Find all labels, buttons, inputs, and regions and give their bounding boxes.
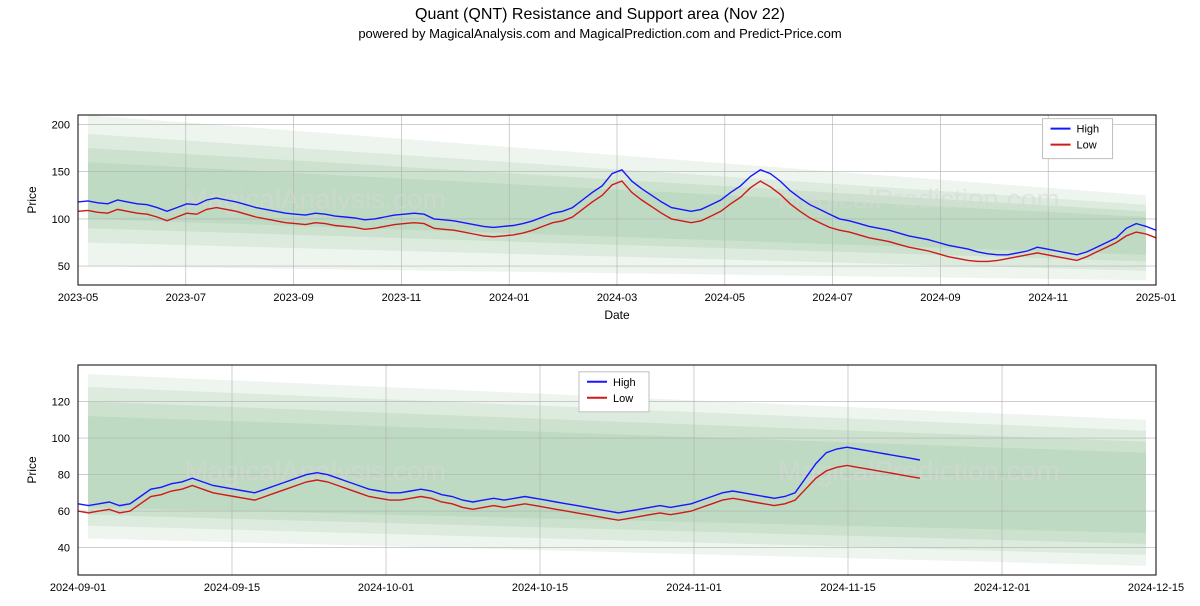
chart-subtitle: powered by MagicalAnalysis.com and Magic… [0, 26, 1200, 41]
legend: High Low [579, 372, 649, 412]
x-tick-label: 2024-10-01 [358, 582, 414, 594]
y-axis-label: Price [25, 186, 39, 214]
x-tick-label: 2024-12-01 [974, 582, 1030, 594]
x-tick-label: 2024-11 [1028, 292, 1068, 304]
x-tick-label: 2023-09 [273, 292, 313, 304]
x-tick-label: 2024-12-15 [1128, 582, 1184, 594]
x-axis-label: Date [604, 308, 630, 322]
x-tick-label: 2024-03 [597, 292, 637, 304]
legend-label: Low [613, 393, 633, 405]
legend: High Low [1043, 119, 1113, 159]
watermark-left: MagicalAnalysis.com [184, 456, 445, 487]
x-tick-label: 2024-07 [812, 292, 852, 304]
x-tick-label: 2023-05 [58, 292, 98, 304]
y-tick-label: 80 [58, 470, 70, 482]
legend-label: High [1077, 124, 1100, 136]
legend-label: High [613, 377, 636, 389]
x-tick-label: 2024-09-01 [50, 582, 106, 594]
x-tick-label: 2024-09-15 [204, 582, 260, 594]
x-tick-label: 2024-11-01 [666, 582, 721, 594]
x-tick-label: 2025-01 [1136, 292, 1176, 304]
y-tick-label: 120 [52, 397, 70, 409]
x-tick-label: 2024-05 [705, 292, 745, 304]
chart-svg: 50 100 150 200 2023-05 2023-07 2023-09 2023-11 2… [0, 45, 1200, 595]
y-tick-label: 100 [52, 433, 70, 445]
y-tick-label: 60 [58, 506, 70, 518]
x-tick-label: 2024-11-15 [820, 582, 875, 594]
x-tick-label: 2024-09 [920, 292, 960, 304]
x-tick-label: 2023-07 [166, 292, 206, 304]
chart-container: 50 100 150 200 2023-05 2023-07 2023-09 2023-11 2… [0, 45, 1200, 595]
legend-label: Low [1077, 140, 1097, 152]
y-tick-label: 100 [52, 214, 70, 226]
y-tick-label: 200 [52, 119, 70, 131]
x-tick-label: 2024-01 [489, 292, 529, 304]
y-tick-label: 40 [58, 543, 70, 555]
x-tick-label: 2024-10-15 [512, 582, 568, 594]
x-tick-label: 2023-11 [382, 292, 422, 304]
y-tick-label: 150 [52, 167, 70, 179]
y-tick-label: 50 [58, 261, 70, 273]
y-axis-label: Price [25, 456, 39, 484]
chart-title: Quant (QNT) Resistance and Support area … [0, 6, 1200, 24]
